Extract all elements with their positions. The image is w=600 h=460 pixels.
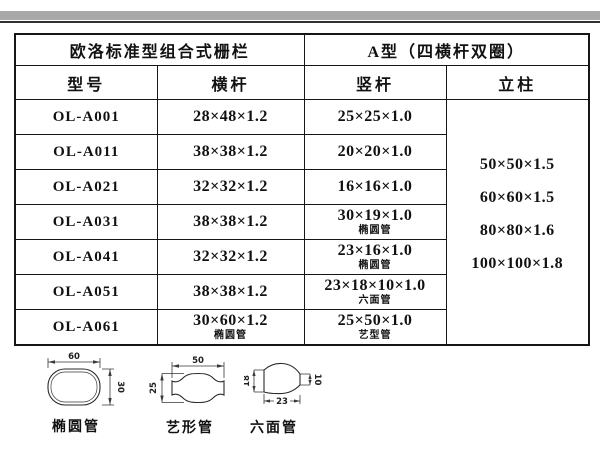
- model-cell: OL-A031: [14, 204, 158, 240]
- dim-value: 16×16×1.0: [337, 177, 413, 195]
- dimension-arrows: [308, 374, 312, 385]
- dim-value: 25×50×1.0: [337, 312, 413, 330]
- hex-left-dim: 18: [244, 375, 252, 387]
- divider-bar-shadow: [0, 21, 600, 23]
- vertical-bar-cell: 16×16×1.0: [303, 169, 447, 205]
- height-dimension-line: [161, 373, 184, 403]
- model-cell: OL-A041: [14, 239, 158, 275]
- dim-value: 38×38×1.2: [193, 212, 268, 230]
- horizontal-bar-cell: 38×38×1.2: [156, 204, 305, 240]
- table-row: OL-A041 32×32×1.2 23×16×1.0 椭圆管: [14, 239, 589, 275]
- height-dimension-line: [102, 368, 114, 406]
- dim-note: 椭圆管: [214, 329, 247, 341]
- horizontal-bar-cell: 30×60×1.2 椭圆管: [156, 309, 305, 346]
- model-cell: OL-A011: [14, 134, 158, 170]
- bottom-dimension-line: [263, 394, 301, 404]
- post-size: 100×100×1.8: [471, 255, 564, 272]
- column-header-row: 型号 横杆 竖杆 立柱: [14, 65, 590, 100]
- right-dimension-line: [300, 373, 311, 386]
- art-tube-outline: [171, 372, 225, 404]
- model-cell: OL-A001: [14, 99, 158, 135]
- dim-value: 23×18×10×1.0: [324, 277, 426, 295]
- vertical-bar-cell: 25×25×1.0: [303, 99, 447, 135]
- post-merged-cell: 50×50×1.5 60×60×1.5 80×80×1.6 100×100×1.…: [445, 99, 590, 346]
- table-row: OL-A021 32×32×1.2 16×16×1.0: [14, 169, 589, 205]
- art-width-dim: 50: [192, 356, 204, 366]
- hex-tube-outline: [263, 362, 301, 395]
- horizontal-bar-cell: 38×38×1.2: [156, 134, 305, 170]
- horizontal-bar-cell: 32×32×1.2: [156, 169, 305, 205]
- model-cell: OL-A061: [14, 309, 158, 346]
- dimension-arrows: [252, 370, 256, 392]
- vertical-bar-cell: 23×18×10×1.0 六面管: [303, 274, 447, 310]
- horizontal-bar-cell: 28×48×1.2: [156, 99, 305, 135]
- col-header-horizontal-bar: 横杆: [156, 65, 305, 100]
- dim-value: 32×32×1.2: [193, 247, 268, 265]
- dim-value: 20×20×1.0: [337, 142, 413, 160]
- oval-width-dim: 60: [68, 352, 80, 362]
- dim-note: 六面管: [358, 294, 392, 306]
- vertical-bar-cell: 25×50×1.0 艺型管: [303, 309, 447, 346]
- oval-tube-label: 椭圆管: [52, 419, 100, 435]
- dim-value: 38×38×1.2: [193, 142, 268, 160]
- dim-value: 30×19×1.0: [337, 207, 413, 225]
- post-size: 50×50×1.5: [479, 156, 555, 173]
- width-dimension-line: [47, 358, 101, 368]
- dim-value: 32×32×1.2: [193, 177, 268, 195]
- dim-note: 椭圆管: [358, 224, 392, 236]
- dim-value: 30×60×1.2: [193, 312, 268, 330]
- col-header-post: 立柱: [445, 65, 590, 100]
- table-title-row: 欧洛标准型组合式栅栏 A型（四横杆双圈）: [14, 33, 590, 66]
- vertical-bar-cell: 30×19×1.0 椭圆管: [303, 204, 447, 240]
- width-dimension-line: [171, 362, 225, 378]
- table-row: OL-A011 38×38×1.2 20×20×1.0: [14, 134, 589, 170]
- vertical-bar-cell: 23×16×1.0 椭圆管: [303, 239, 447, 275]
- divider-bar-gray: [0, 11, 600, 20]
- hex-bottom-dim: 23: [276, 397, 288, 407]
- hex-tube-label: 六面管: [250, 420, 298, 436]
- art-tube-diagram: 50 25: [149, 356, 225, 404]
- vertical-bar-cell: 20×20×1.0: [303, 134, 447, 170]
- art-tube-label: 艺形管: [166, 420, 214, 436]
- dim-value: 38×38×1.2: [193, 282, 268, 300]
- table-row: OL-A051 38×38×1.2 23×18×10×1.0 六面管: [14, 274, 589, 310]
- dim-value: 23×16×1.0: [337, 242, 413, 260]
- oval-tube-outline: [47, 368, 101, 406]
- dim-value: 28×48×1.2: [193, 107, 268, 125]
- post-size: 60×60×1.5: [479, 189, 555, 206]
- post-size: 80×80×1.6: [479, 222, 555, 239]
- dimension-arrows: [160, 373, 164, 403]
- table-row: OL-A061 30×60×1.2 椭圆管 25×50×1.0 艺型管: [14, 309, 589, 346]
- model-cell: OL-A051: [14, 274, 158, 310]
- oval-tube-inner-wall: [50, 371, 98, 403]
- dim-note: 椭圆管: [358, 259, 392, 271]
- col-header-vertical-bar: 竖杆: [303, 65, 447, 100]
- horizontal-bar-cell: 38×38×1.2: [156, 274, 305, 310]
- spec-table: 欧洛标准型组合式栅栏 A型（四横杆双圈） 型号 横杆 竖杆 立柱 OL-A001…: [14, 33, 591, 346]
- hex-tube-diagram: 18 10 23: [244, 362, 322, 407]
- table-title-left: 欧洛标准型组合式栅栏: [14, 33, 305, 66]
- left-dimension-line: [253, 369, 264, 393]
- oval-height-dim: 30: [115, 381, 125, 393]
- col-header-model: 型号: [14, 65, 158, 100]
- horizontal-bar-cell: 32×32×1.2: [156, 239, 305, 275]
- table-title-right: A型（四横杆双圈）: [303, 33, 590, 66]
- oval-tube-diagram: 60 30: [47, 352, 125, 406]
- dim-value: 25×25×1.0: [337, 107, 413, 125]
- model-cell: OL-A021: [14, 169, 158, 205]
- table-row: OL-A031 38×38×1.2 30×19×1.0 椭圆管: [14, 204, 589, 240]
- table-row: OL-A001 28×48×1.2 25×25×1.0 50×50×1.5 60…: [14, 99, 590, 346]
- art-height-dim: 25: [149, 382, 159, 394]
- dim-note: 艺型管: [358, 329, 392, 341]
- hex-right-dim: 10: [312, 374, 322, 386]
